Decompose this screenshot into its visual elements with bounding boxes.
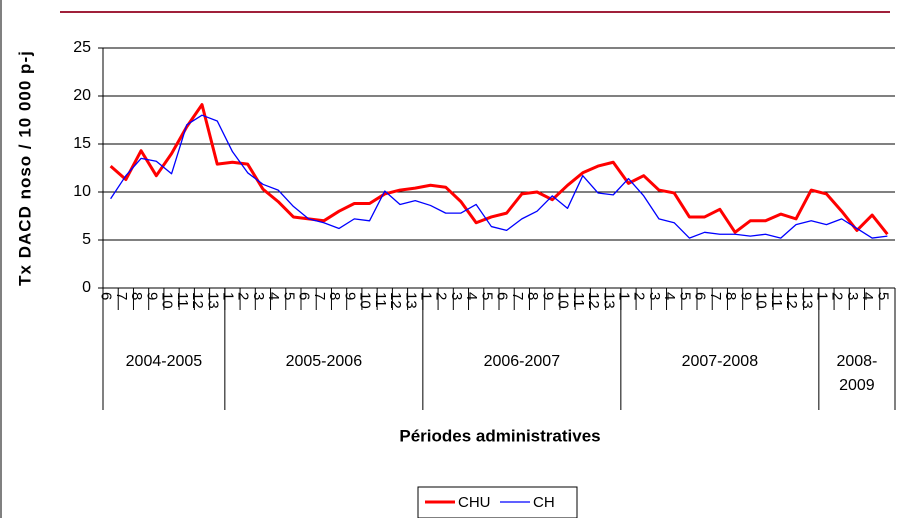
x-tick-label: 10	[159, 292, 176, 309]
x-tick-label: 11	[372, 292, 389, 308]
group-label: 2006-2007	[483, 353, 561, 370]
y-tick-label: 15	[73, 135, 91, 152]
x-tick-label: 4	[265, 292, 282, 300]
x-tick-label: 9	[539, 292, 556, 300]
x-tick-label: 7	[311, 292, 328, 300]
x-tick-label: 7	[113, 292, 130, 300]
y-tick-label: 20	[73, 87, 91, 104]
x-tick-label: 1	[615, 292, 632, 300]
x-tick-label: 5	[676, 292, 693, 300]
x-tick-label: 9	[341, 292, 358, 300]
x-tick-label: 3	[250, 292, 267, 300]
x-tick-label: 13	[402, 292, 419, 309]
y-tick-label: 5	[82, 231, 91, 248]
x-tick-label: 5	[874, 292, 891, 300]
group-label: 2004-2005	[125, 353, 203, 370]
x-tick-label: 8	[128, 292, 145, 300]
x-tick-label: 12	[189, 292, 206, 309]
x-tick-label: 8	[326, 292, 343, 300]
x-tick-label: 11	[768, 292, 785, 308]
group-label: 2005-2006	[285, 353, 363, 370]
x-tick-label: 8	[524, 292, 541, 300]
y-axis-title: Tx DACD noso / 10 000 p-j	[15, 50, 34, 286]
x-tick-label: 9	[737, 292, 754, 300]
legend-label: CHU	[458, 494, 491, 511]
x-tick-label: 3	[844, 292, 861, 300]
x-tick-label: 6	[692, 292, 709, 300]
x-tick-label: 1	[417, 292, 434, 300]
x-tick-label: 3	[646, 292, 663, 300]
x-tick-label: 13	[798, 292, 815, 309]
x-tick-label: 11	[174, 292, 191, 308]
x-tick-label: 3	[448, 292, 465, 300]
x-tick-label: 8	[722, 292, 739, 300]
x-axis-title: Périodes administratives	[399, 426, 600, 445]
series-line	[109, 103, 889, 236]
y-tick-label: 25	[73, 39, 91, 56]
y-tick-label: 0	[82, 279, 91, 296]
group-label: 2008-2009	[836, 353, 878, 394]
x-tick-label: 1	[219, 292, 236, 300]
x-tick-label: 13	[600, 292, 617, 309]
x-tick-label: 10	[753, 292, 770, 309]
group-label: 2007-2008	[681, 353, 759, 370]
x-tick-label: 4	[661, 292, 678, 300]
x-tick-label: 10	[555, 292, 572, 309]
x-tick-label: 1	[813, 292, 830, 300]
x-tick-label: 4	[463, 292, 480, 300]
x-tick-label: 4	[859, 292, 876, 300]
x-tick-label: 5	[478, 292, 495, 300]
x-tick-label: 2	[433, 292, 450, 300]
x-tick-label: 13	[204, 292, 221, 309]
x-tick-label: 2	[631, 292, 648, 300]
x-tick-label: 7	[509, 292, 526, 300]
x-tick-label: 2	[829, 292, 846, 300]
x-tick-label: 10	[357, 292, 374, 309]
x-tick-label: 2	[235, 292, 252, 300]
x-tick-label: 6	[98, 292, 115, 300]
x-tick-label: 11	[570, 292, 587, 308]
x-tick-label: 12	[387, 292, 404, 309]
series-line	[110, 114, 888, 239]
legend-label: CH	[533, 494, 555, 511]
y-tick-label: 10	[73, 183, 91, 200]
x-tick-label: 9	[143, 292, 160, 300]
x-tick-label: 7	[707, 292, 724, 300]
x-tick-label: 12	[783, 292, 800, 309]
x-tick-label: 6	[494, 292, 511, 300]
x-tick-label: 6	[296, 292, 313, 300]
x-tick-label: 5	[280, 292, 297, 300]
x-tick-label: 12	[585, 292, 602, 309]
